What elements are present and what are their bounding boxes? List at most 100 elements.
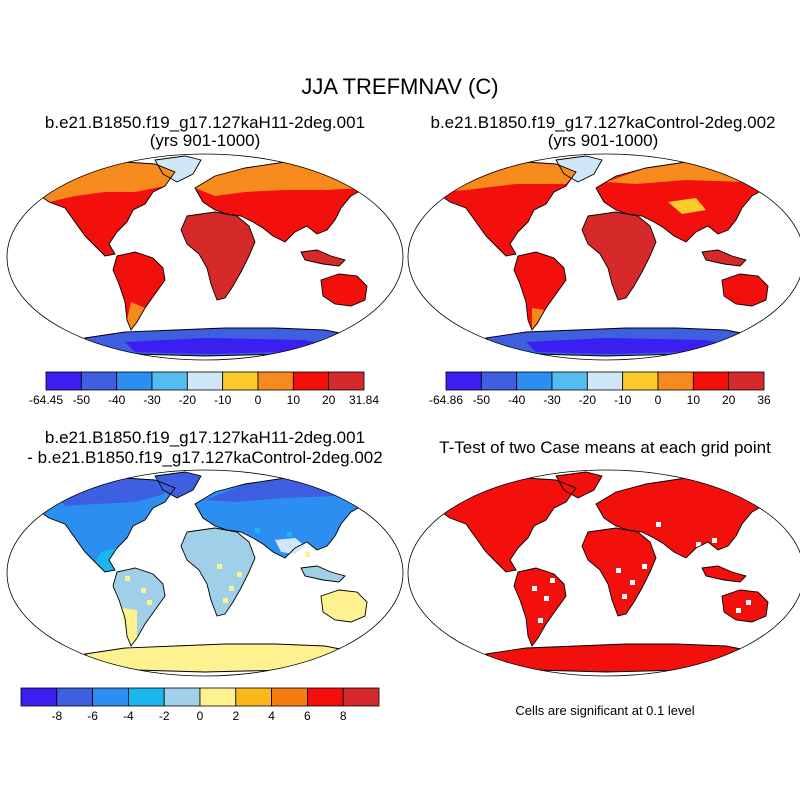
colorbar-tick-label: 10	[687, 393, 701, 407]
colorbar-tick-label: -64.86	[429, 393, 463, 407]
colorbar-swatch	[728, 371, 765, 391]
grid-cell	[255, 528, 260, 533]
grid-cell	[616, 568, 621, 573]
colorbar-tick-label: 31.84	[349, 393, 379, 407]
map-border	[407, 469, 800, 677]
land-australia	[722, 590, 768, 622]
map-case2	[407, 153, 800, 361]
colorbar-swatch	[657, 371, 694, 391]
colorbar-swatch	[480, 371, 518, 391]
colorbar-tick-label: -30	[543, 393, 561, 407]
map-border	[6, 153, 404, 361]
colorbar-swatch	[116, 371, 153, 391]
coastline-indonesia	[701, 249, 747, 267]
grid-cell	[217, 564, 222, 569]
coastline-greenland	[555, 155, 603, 183]
colorbar-case1: -64.45 -50 -40 -30 -20 -10 0 10 20 31.84	[29, 371, 379, 407]
land-indonesia	[301, 250, 345, 266]
colorbar-tick-label: -50	[73, 393, 91, 407]
land-band-southAmerica	[532, 308, 544, 330]
colorbar-tick-label: -30	[143, 393, 161, 407]
panel-case2-title: b.e21.B1850.f19_g17.127kaControl-2deg.00…	[430, 113, 776, 132]
colorbar-difference: -8 -6 -4 -2 0 2 4 6 8	[20, 687, 380, 723]
coastline-australia	[320, 273, 368, 307]
colorbar-swatch	[292, 371, 330, 391]
coastline-southAmerica	[513, 567, 567, 647]
coastline-northAmerica	[34, 161, 176, 257]
land-australia	[722, 274, 768, 306]
colorbar-tick-label: -10	[614, 393, 632, 407]
land-europeAsia	[596, 478, 778, 558]
colorbar-swatch	[692, 371, 730, 391]
colorbar-tick-label: -64.45	[29, 393, 63, 407]
colorbar-tick-label: 4	[268, 709, 275, 723]
land-africa	[181, 212, 255, 300]
panel-case2-subtitle: (yrs 901-1000)	[547, 131, 659, 150]
colorbar-swatch	[257, 371, 294, 391]
land-band-northAmerica	[436, 162, 576, 192]
grid-cell	[538, 618, 543, 623]
colorbar-swatch	[516, 371, 553, 391]
colorbar-tick-label: 20	[322, 393, 336, 407]
coastline-southAmerica	[112, 251, 166, 331]
land-layer	[436, 156, 778, 356]
coastline-southAmerica	[112, 567, 166, 647]
coastline-indonesia	[300, 565, 346, 583]
grid-cell	[746, 600, 751, 605]
land-africa	[582, 212, 656, 300]
land-antarctica	[85, 644, 355, 672]
map-difference	[6, 469, 404, 677]
colorbar-tick-label: -10	[214, 393, 232, 407]
colorbar-swatch	[586, 371, 624, 391]
colorbar-tick-label: 0	[255, 393, 262, 407]
grid-cell	[622, 594, 627, 599]
land-band-europeAsia	[668, 198, 706, 214]
land-band-antarctica	[526, 338, 736, 354]
grid-cell	[712, 538, 717, 543]
land-antarctica	[486, 644, 756, 672]
land-layer	[35, 472, 377, 672]
panel-ttest-title: T-Test of two Case means at each grid po…	[439, 438, 771, 457]
land-australia	[321, 590, 367, 622]
colorbar-tick-label: -20	[579, 393, 597, 407]
figure-title: JJA TREFMNAV (C)	[301, 74, 499, 99]
coastline-africa	[180, 211, 256, 301]
colorbar-tick-label: 0	[655, 393, 662, 407]
panel-case1-title: b.e21.B1850.f19_g17.127kaH11-2deg.001	[44, 113, 366, 132]
colorbar-swatch	[199, 687, 237, 707]
land-indonesia	[301, 566, 345, 582]
colorbar-swatch	[163, 687, 201, 707]
colorbar-tick-label: -20	[179, 393, 197, 407]
grid-cell	[736, 608, 741, 613]
coastline-northAmerica	[435, 161, 577, 257]
colorbar-swatch	[151, 371, 188, 391]
colorbar-tick-label: -4	[123, 709, 134, 723]
coastline-australia	[721, 589, 769, 623]
map-border	[407, 153, 800, 361]
coastline-australia	[721, 273, 769, 307]
colorbar-swatch	[551, 371, 588, 391]
grid-cell	[229, 586, 234, 591]
map-ttest	[407, 469, 800, 677]
land-africa	[181, 528, 255, 616]
grid-cell	[656, 522, 661, 527]
colorbar-swatch	[92, 687, 129, 707]
coastline-africa	[581, 527, 657, 617]
land-band-southAmerica	[127, 302, 145, 330]
grid-cell	[305, 552, 310, 557]
land-band-europeAsia	[275, 538, 305, 554]
colorbar-tick-label: 20	[722, 393, 736, 407]
land-indonesia	[702, 566, 746, 582]
land-layer	[35, 156, 377, 356]
colorbar-swatch	[45, 371, 82, 391]
colorbar-swatch	[342, 687, 380, 707]
coastline-northAmerica	[435, 477, 577, 573]
colorbar-swatch	[235, 687, 273, 707]
coastline-greenland	[154, 155, 202, 183]
colorbar-tick-label: 10	[287, 393, 301, 407]
colorbar-swatch	[56, 687, 93, 707]
coastline-africa	[180, 527, 256, 617]
colorbar-case2: -64.86 -50 -40 -30 -20 -10 0 10 20 36	[429, 371, 771, 407]
colorbar-swatch	[222, 371, 259, 391]
grid-cell	[550, 578, 555, 583]
